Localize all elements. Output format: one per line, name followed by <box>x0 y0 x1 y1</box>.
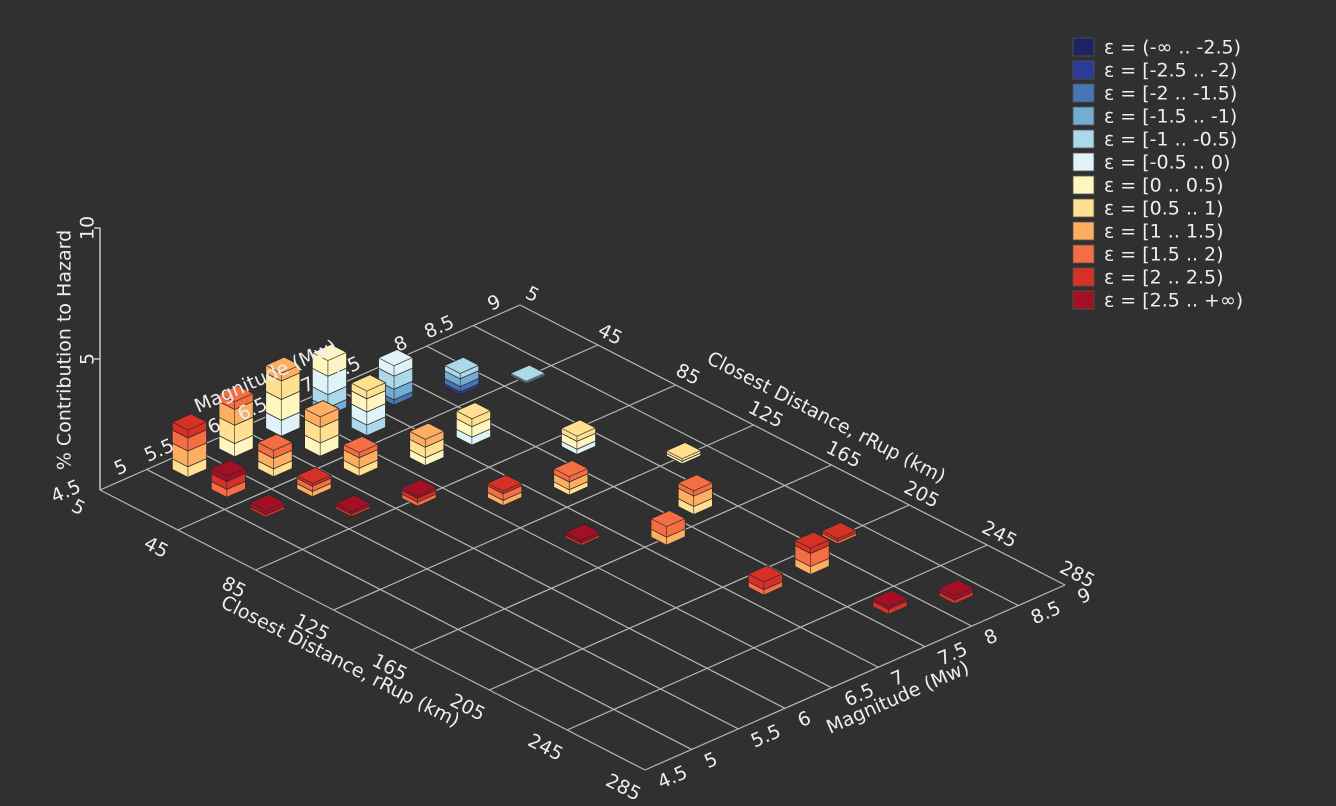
legend-label: ε = [-2 .. -1.5) <box>1104 83 1237 105</box>
bar-top <box>256 433 294 451</box>
grid-line <box>473 325 1019 607</box>
bar-top <box>350 374 387 392</box>
grid-line <box>566 544 988 731</box>
bar-top <box>552 460 589 478</box>
legend-swatch <box>1072 83 1095 103</box>
legend-label: ε = [-1 .. -0.5) <box>1104 129 1237 151</box>
legend-label: ε = [-1.5 .. -1) <box>1104 106 1237 128</box>
grid-line <box>644 584 1066 771</box>
legend-swatch <box>1072 60 1095 80</box>
bar-top <box>400 479 438 497</box>
legend-label: ε = [1 .. 1.5) <box>1104 221 1224 243</box>
bar-top <box>509 364 546 382</box>
grid-line <box>411 464 832 651</box>
legend-label: ε = [1.5 .. 2) <box>1104 244 1224 266</box>
z-axis-title: % Contribution to Hazard <box>54 230 76 470</box>
bar-top <box>871 589 909 608</box>
bar-top <box>249 494 286 512</box>
z-tick-label: 10 <box>77 216 99 240</box>
legend-label: ε = (-∞ .. -2.5) <box>1104 37 1241 59</box>
bar-top <box>264 356 301 374</box>
legend-label: ε = [0.5 .. 1) <box>1104 198 1224 220</box>
grid-line <box>99 489 646 771</box>
bar-top <box>747 565 784 583</box>
bar-top <box>650 510 687 528</box>
bar-top <box>821 522 858 540</box>
legend-label: ε = [-0.5 .. 0) <box>1104 152 1230 174</box>
legend-swatch <box>1072 37 1095 57</box>
legend-swatch <box>1072 221 1095 241</box>
legend-label: ε = [-2.5 .. -2) <box>1104 60 1237 82</box>
grid-line <box>99 304 521 491</box>
grid-line <box>255 384 676 571</box>
legend-swatch <box>1072 198 1095 218</box>
legend-swatch <box>1072 290 1095 310</box>
bar-top <box>295 466 333 485</box>
bar-top <box>486 474 523 492</box>
legend-swatch <box>1072 244 1095 264</box>
bar-top <box>408 422 445 440</box>
z-tick-label: 5 <box>77 353 99 365</box>
legend-swatch <box>1072 129 1095 149</box>
legend-label: ε = [0 .. 0.5) <box>1104 175 1224 197</box>
legend-label: ε = [2.5 .. +∞) <box>1104 290 1243 312</box>
bar-top <box>794 531 831 549</box>
bar-top <box>303 400 340 418</box>
legend-swatch <box>1072 267 1095 287</box>
floor-grid <box>94 227 1066 771</box>
bar-top <box>665 442 702 460</box>
bar-top <box>311 343 348 362</box>
bar-top <box>938 579 975 597</box>
legend: ε = (-∞ .. -2.5)ε = [-2.5 .. -2)ε = [-2 … <box>1072 37 1243 312</box>
legend-swatch <box>1072 106 1095 126</box>
legend-swatch <box>1072 152 1095 172</box>
bar-top <box>218 385 255 403</box>
bar-top <box>443 356 480 374</box>
bar-top <box>564 523 601 541</box>
bar-top <box>455 402 492 420</box>
bar-top <box>560 419 597 437</box>
bars <box>171 343 975 615</box>
bar-top <box>677 474 714 492</box>
bar-top <box>334 494 371 512</box>
legend-label: ε = [2 .. 2.5) <box>1104 267 1224 289</box>
bar-top <box>342 435 379 454</box>
grid-line <box>193 448 739 730</box>
grid-line <box>519 304 1066 586</box>
legend-swatch <box>1072 175 1095 195</box>
bar-top <box>210 459 247 477</box>
bar-top <box>171 413 208 431</box>
bar-top <box>377 349 414 367</box>
grid-line <box>146 468 692 750</box>
